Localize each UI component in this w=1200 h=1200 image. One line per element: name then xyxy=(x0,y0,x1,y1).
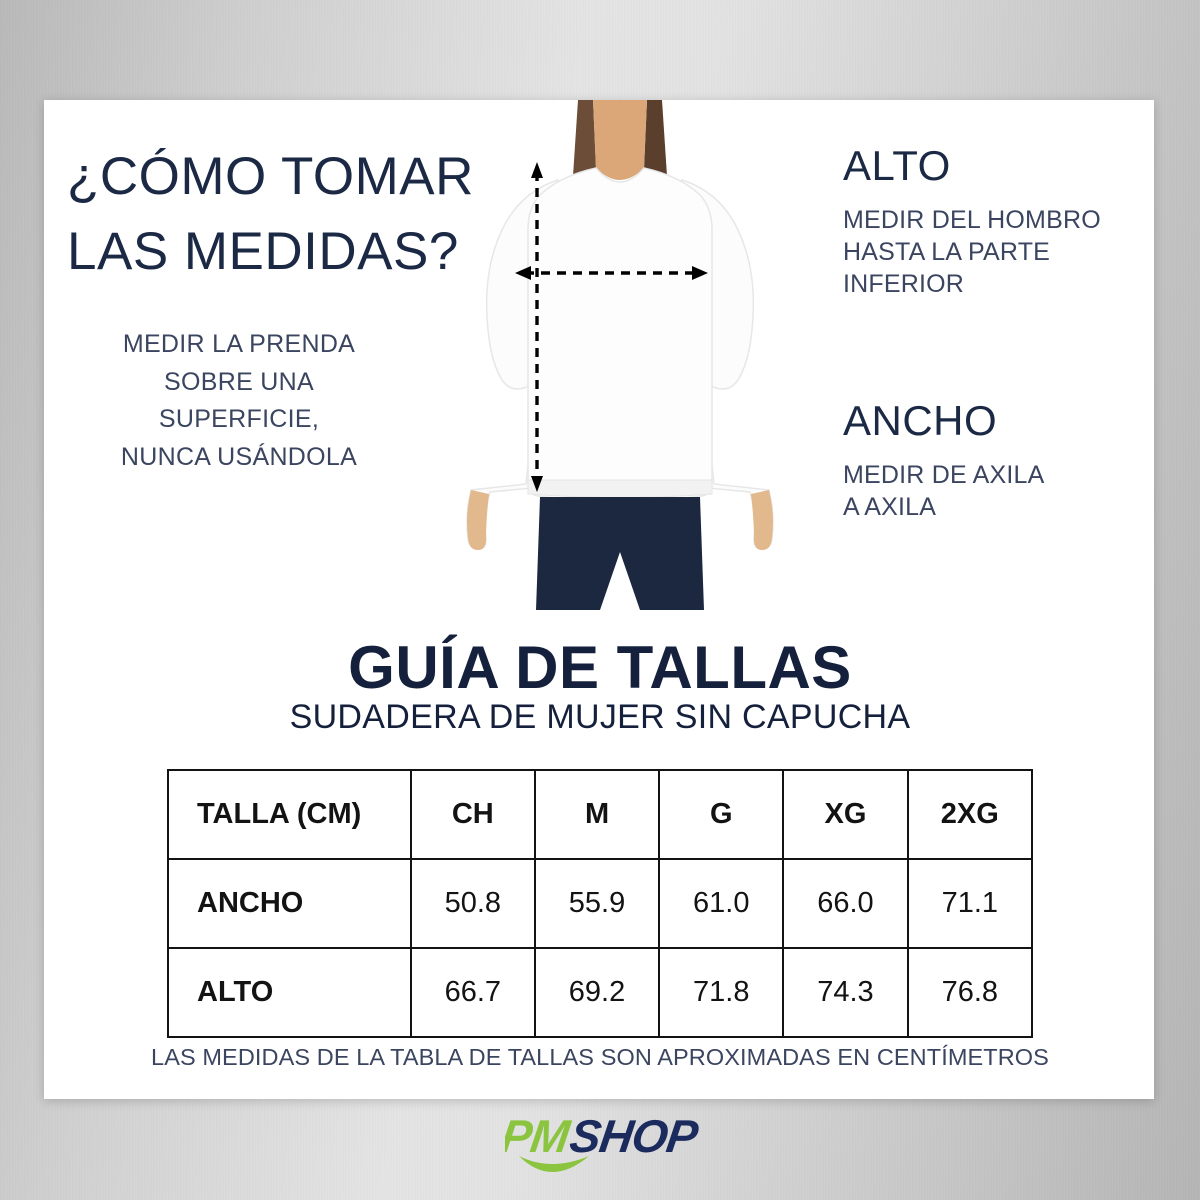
svg-text:SHOP: SHOP xyxy=(566,1110,701,1162)
svg-text:PM: PM xyxy=(505,1110,574,1162)
